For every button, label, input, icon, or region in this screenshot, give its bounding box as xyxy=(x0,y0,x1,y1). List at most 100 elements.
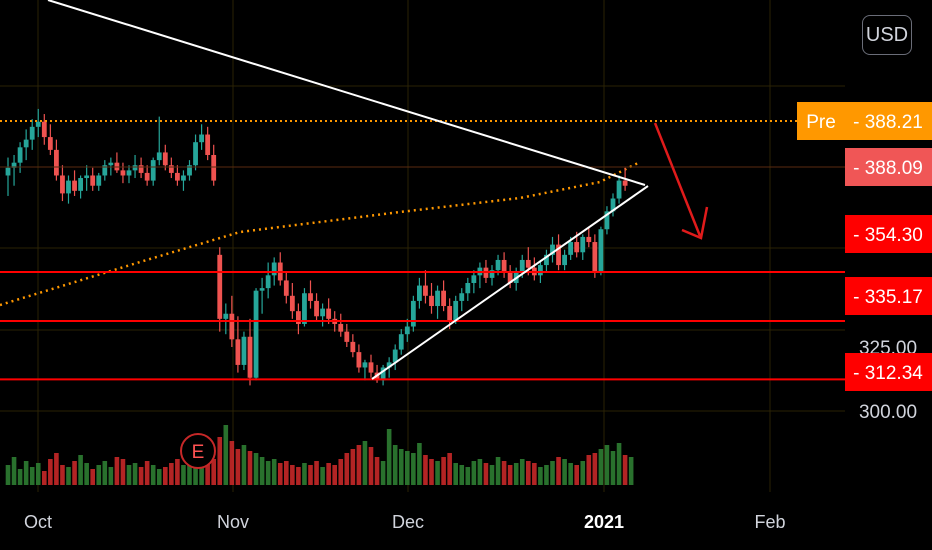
candle-body xyxy=(410,300,416,327)
currency-button[interactable]: USD xyxy=(862,15,912,55)
candle-body xyxy=(271,262,277,276)
volume-bar xyxy=(489,465,495,485)
candle-body xyxy=(417,285,422,301)
volume-bar xyxy=(344,453,350,485)
volume-bar xyxy=(356,445,362,485)
candle-body xyxy=(187,165,192,176)
moving-average-line xyxy=(0,160,641,307)
candle-body xyxy=(610,198,616,212)
candle-body xyxy=(404,326,410,335)
price-tag xyxy=(845,102,932,140)
candle-body xyxy=(247,336,253,378)
volume-bar xyxy=(362,441,368,485)
candle-body xyxy=(616,180,622,199)
volume-bar xyxy=(465,467,471,485)
candle-body xyxy=(604,211,610,230)
earnings-marker xyxy=(180,433,216,469)
candle-body xyxy=(126,170,132,176)
candle-body xyxy=(356,352,362,368)
volume-bar xyxy=(332,465,337,485)
x-tick-label: 2021 xyxy=(584,512,624,532)
volume-bar xyxy=(108,467,114,485)
x-tick-label: Nov xyxy=(217,512,249,532)
volume-bar xyxy=(592,453,598,485)
candle-body xyxy=(296,311,301,324)
price-tag-value: - 312.34 xyxy=(853,363,923,384)
volume-bar xyxy=(471,461,477,485)
volume-bar xyxy=(217,437,223,485)
volume-bar xyxy=(308,465,313,485)
volume-bar xyxy=(435,461,440,485)
candle-body xyxy=(108,162,114,166)
candle-body xyxy=(11,162,17,168)
candle-body xyxy=(47,137,53,150)
volume-bar xyxy=(550,461,555,485)
candle-body xyxy=(156,152,162,161)
volume-bar xyxy=(102,461,108,485)
volume-bar xyxy=(247,451,253,485)
volume-bar xyxy=(556,457,561,485)
volume-bar xyxy=(580,461,586,485)
candle-body xyxy=(120,170,126,176)
volume-bar xyxy=(5,465,11,485)
candle-body xyxy=(574,242,580,253)
candle-body xyxy=(199,134,204,143)
volume-bar xyxy=(48,459,53,485)
candle-body xyxy=(338,323,344,332)
volume-bar xyxy=(568,463,573,485)
volume-bar xyxy=(604,445,610,485)
volume-bar xyxy=(144,461,150,485)
candle-body xyxy=(253,290,259,378)
candle-body xyxy=(344,331,350,342)
candle-body xyxy=(380,367,386,381)
volume-bar xyxy=(241,445,247,485)
volume-bar xyxy=(175,459,180,485)
volume-bar xyxy=(169,463,174,485)
candle-body xyxy=(423,285,428,296)
candle-body xyxy=(181,175,186,181)
volume-bar xyxy=(138,467,144,485)
candle-body xyxy=(5,167,11,176)
volume-bar xyxy=(616,443,622,485)
volume-bar xyxy=(211,459,216,485)
candle-body xyxy=(54,149,59,176)
volume-bar xyxy=(338,459,344,485)
volume-bar xyxy=(271,459,277,485)
volume-bar xyxy=(132,463,138,485)
volume-bar xyxy=(314,461,319,485)
candle-body xyxy=(29,126,35,140)
candle-body xyxy=(525,259,531,268)
candle-body xyxy=(302,293,307,324)
candle-body xyxy=(465,283,471,294)
volume-bar xyxy=(405,451,410,485)
candle-body xyxy=(538,265,543,276)
volume-bar xyxy=(229,441,235,485)
volume-bar xyxy=(126,465,132,485)
volume-bar xyxy=(320,467,325,485)
candle-body xyxy=(459,293,465,301)
volume-bar xyxy=(199,453,204,485)
volume-bar xyxy=(17,469,23,485)
volume-bar xyxy=(544,465,549,485)
volume-bar xyxy=(302,463,307,485)
candle-body xyxy=(314,300,319,317)
candle-body xyxy=(217,254,223,319)
candle-body xyxy=(60,175,65,194)
volume-bar xyxy=(11,457,17,485)
candle-body xyxy=(568,242,574,255)
price-tag-prefix-label: Pre xyxy=(806,112,836,133)
volume-bar xyxy=(265,461,271,485)
candle-body xyxy=(23,139,29,148)
candle-body xyxy=(205,134,211,155)
candle-body xyxy=(223,313,229,319)
volume-bar xyxy=(23,461,29,485)
volume-bar xyxy=(114,457,120,485)
volume-bar xyxy=(386,429,392,485)
candle-body xyxy=(519,259,525,273)
candle-body xyxy=(132,165,138,171)
volume-bar xyxy=(459,465,465,485)
volume-bar xyxy=(477,459,483,485)
volume-bar xyxy=(296,467,301,485)
candle-body xyxy=(283,280,289,296)
